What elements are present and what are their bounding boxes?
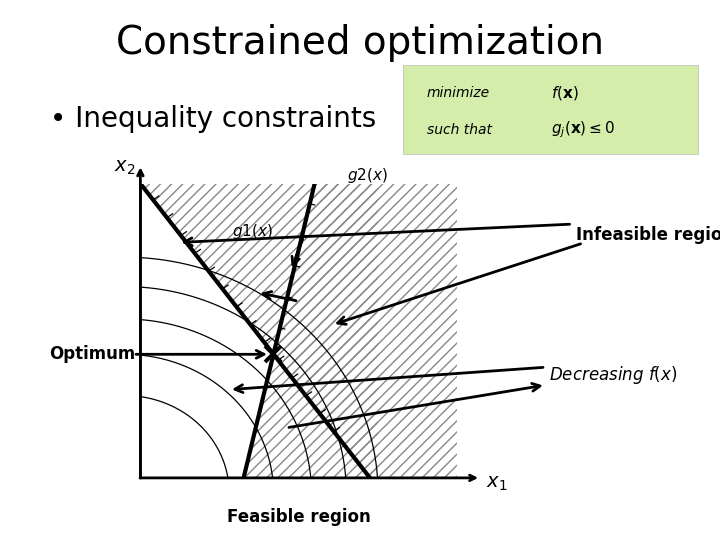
Text: • Inequality constraints: • Inequality constraints [50,105,377,133]
Text: $g1(x)$: $g1(x)$ [232,221,273,240]
FancyBboxPatch shape [403,65,698,154]
Text: Infeasible regions: Infeasible regions [576,226,720,244]
Text: Feasible region: Feasible region [227,508,371,525]
Text: Constrained optimization: Constrained optimization [116,24,604,62]
Text: minimize: minimize [427,86,490,100]
Text: such that: such that [427,123,492,137]
Text: Decreasing $f(x)$: Decreasing $f(x)$ [549,364,678,386]
Text: $g2(x)$: $g2(x)$ [347,166,387,185]
Text: Optimum: Optimum [49,345,135,363]
Text: $f(\mathbf{x})$: $f(\mathbf{x})$ [551,84,579,102]
Text: $x_1$: $x_1$ [486,474,508,493]
Text: $g_j(\mathbf{x})\leq 0$: $g_j(\mathbf{x})\leq 0$ [551,119,615,140]
Text: $x_2$: $x_2$ [114,158,135,177]
